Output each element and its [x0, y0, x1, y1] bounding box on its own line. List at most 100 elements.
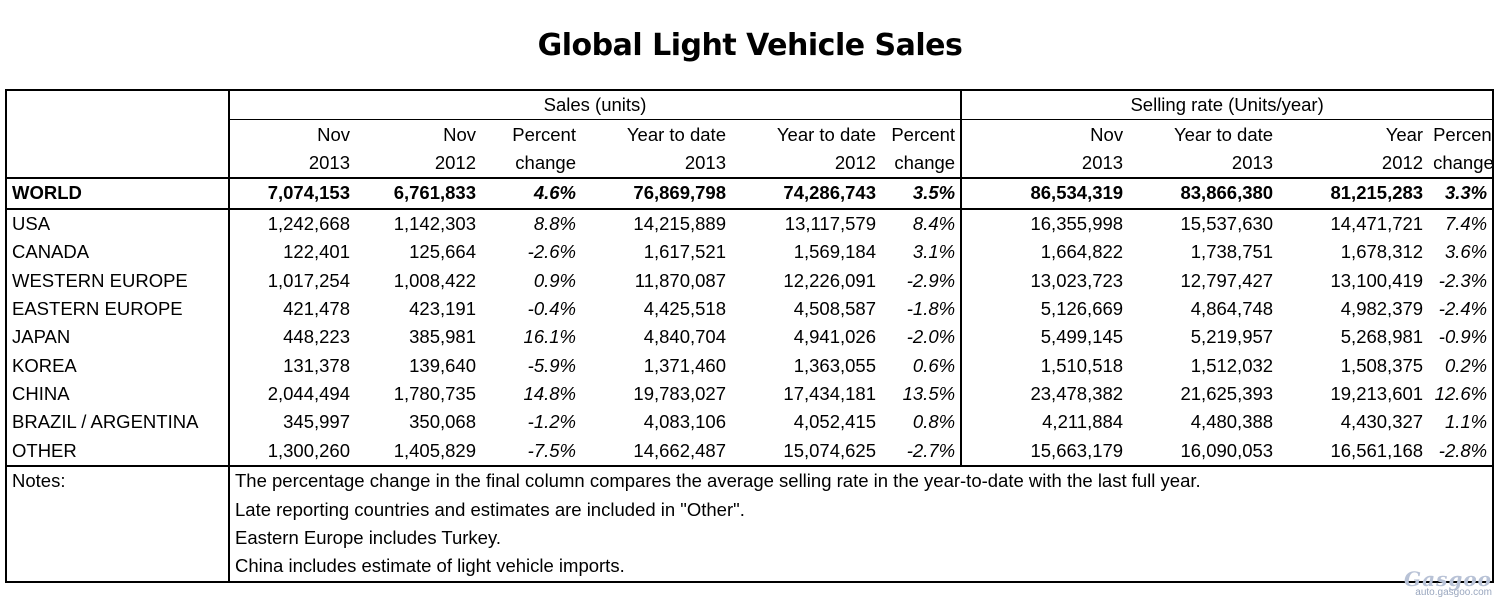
column-header: change [481, 148, 581, 180]
table-cell: 1,363,055 [793, 354, 876, 376]
notes-row: China includes estimate of light vehicle… [5, 552, 1495, 583]
table-cell: 19,783,027 [633, 383, 726, 405]
header-row-1: Nov Nov Percent Year to date Year to date Per… [5, 119, 1495, 149]
column-header: 2012 [1278, 148, 1429, 180]
table-cell: 13,100,419 [1330, 269, 1424, 291]
table-cell: 1,512,032 [1190, 354, 1274, 376]
table-cell: 12,226,091 [783, 269, 876, 291]
table-cell: -2.0% [881, 323, 963, 352]
table-cell: 16,090,053 [1128, 436, 1279, 468]
table-cell: 1,738,751 [1190, 241, 1274, 263]
table-cell: 4,864,748 [1190, 297, 1274, 319]
table-cell: 8.4% [881, 208, 963, 238]
table-cell: 125,664 [409, 241, 476, 263]
column-header: 2013 [961, 148, 1129, 180]
watermark-site: auto.gasgoo.com [1415, 587, 1492, 598]
table-cell: 2,044,494 [267, 383, 350, 405]
table-row: JAPAN 448,223 385,981 16.1% 4,840,704 4,941,0… [5, 323, 1495, 352]
table-cell: -1.8% [881, 294, 963, 324]
column-header: 2013 [229, 148, 355, 180]
table-cell: 122,401 [283, 241, 350, 263]
table-cell: 14,662,487 [581, 436, 731, 468]
region-label: BRAZIL / ARGENTINA [5, 408, 230, 437]
column-header: Year [1278, 119, 1429, 149]
table-cell: 4,211,884 [1042, 411, 1124, 433]
gasgoo-logo: Gasgoo [1404, 567, 1492, 591]
table-cell: 4,941,026 [793, 326, 876, 348]
table-row: USA 1,242,668 1,142,303 8.8% 14,215,889 13,11… [5, 208, 1495, 238]
table-cell: 1,300,260 [229, 436, 355, 468]
table-row: CHINA 2,044,494 1,780,735 14.8% 19,783,027 17… [5, 379, 1495, 409]
table-cell: 4,052,415 [793, 411, 876, 433]
table-cell: 1,510,518 [1040, 354, 1124, 376]
world-value: 81,215,283 [1278, 178, 1429, 210]
region-label: OTHER [5, 436, 230, 468]
table-cell: 0.2% [1428, 351, 1495, 380]
notes-label-spacer [5, 523, 230, 553]
table-cell: -2.9% [881, 266, 963, 295]
notes-label: Notes: [5, 466, 230, 496]
table-cell: 4,508,587 [793, 297, 876, 319]
notes-label-spacer [5, 552, 230, 583]
table-cell: 16,561,168 [1278, 436, 1429, 468]
table-cell: 1,142,303 [393, 212, 476, 234]
table-cell: 0.8% [881, 408, 963, 437]
table-cell: 12.6% [1428, 379, 1495, 409]
table-cell: 0.6% [881, 351, 963, 380]
column-header: change [1428, 148, 1495, 180]
column-header: 2013 [581, 148, 731, 180]
note-line: Late reporting countries and estimates a… [229, 495, 1495, 524]
table-cell: 139,640 [409, 354, 476, 376]
table-title: Global Light Vehicle Sales [537, 28, 963, 63]
table-cell: 423,191 [409, 297, 476, 319]
world-value: 76,869,798 [581, 178, 731, 210]
world-value: 7,074,153 [229, 178, 355, 210]
column-header: 2013 [1128, 148, 1279, 180]
table-cell: -0.9% [1428, 323, 1495, 352]
table-cell: 12,797,427 [1180, 269, 1274, 291]
table-cell: 7.4% [1428, 208, 1495, 238]
group-header-selling-rate: Selling rate (Units/year) [961, 89, 1495, 120]
table-cell: 13.5% [881, 379, 963, 409]
table-cell: 1,508,375 [1340, 354, 1424, 376]
region-label: USA [5, 208, 230, 238]
column-header: Nov [229, 119, 355, 149]
table-cell: 19,213,601 [1330, 383, 1424, 405]
table-cell: -0.4% [527, 297, 576, 319]
region-label: EASTERN EUROPE [5, 294, 230, 324]
table-cell: 21,625,393 [1180, 383, 1274, 405]
table-cell: 5,268,981 [1340, 326, 1424, 348]
table-cell: 8.8% [533, 212, 576, 234]
region-label: CHINA [5, 379, 230, 409]
corner-cell [5, 119, 230, 149]
world-value: 86,534,319 [961, 178, 1129, 210]
table-row: KOREA 131,378 139,640 -5.9% 1,371,460 1,363,0… [5, 351, 1495, 380]
table-cell: 5,126,669 [1040, 297, 1124, 319]
table-cell: 1.1% [1428, 408, 1495, 437]
table-cell: -2.6% [527, 241, 576, 263]
column-header: 2012 [731, 148, 881, 180]
table-cell: 14.8% [523, 383, 576, 405]
table-cell: 17,434,181 [783, 383, 876, 405]
table-cell: 1,017,254 [267, 269, 350, 291]
table-cell: 5,499,145 [1040, 326, 1124, 348]
column-header: Nov [355, 119, 481, 149]
corner-cell [5, 89, 230, 120]
column-header: 2012 [355, 148, 481, 180]
table-row: OTHER 1,300,260 1,405,829 -7.5% 14,662,487 15… [5, 436, 1495, 468]
header-group-row: Sales (units) Selling rate (Units/year) [5, 89, 1495, 120]
table-cell: -2.7% [881, 436, 963, 468]
corner-cell [5, 148, 230, 180]
table-cell: 1,008,422 [393, 269, 476, 291]
table-cell: 4,425,518 [643, 297, 726, 319]
notes-label-spacer [5, 495, 230, 524]
region-label: WORLD [5, 178, 230, 210]
table-cell: 350,068 [409, 411, 476, 433]
world-row: WORLD 7,074,153 6,761,833 4.6% 76,869,798 74,… [5, 178, 1495, 210]
table-cell: 345,997 [283, 411, 350, 433]
column-header: Year to date [1128, 119, 1279, 149]
column-header: change [881, 148, 963, 180]
table-cell: 1,617,521 [643, 241, 726, 263]
table-cell: 4,480,388 [1190, 411, 1274, 433]
world-value: 6,761,833 [355, 178, 481, 210]
